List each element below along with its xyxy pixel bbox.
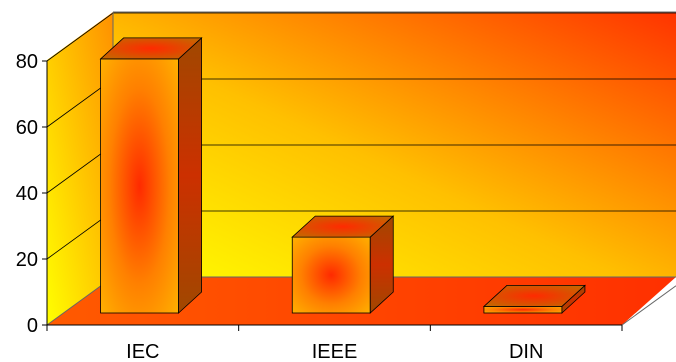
y-tick-label: 80 [16, 51, 38, 73]
bar-top [99, 37, 203, 60]
y-axis-ticks: 0 20 40 60 80 [16, 51, 47, 337]
y-tick-label: 20 [16, 249, 38, 271]
bar [291, 215, 395, 314]
x-category-label: IEEE [312, 341, 358, 362]
bar-front [100, 58, 179, 314]
x-axis-ticks: IEC IEEE DIN [46, 325, 623, 362]
x-category-label: IEC [126, 341, 159, 362]
bar-front [291, 236, 371, 314]
bar-front [483, 305, 563, 314]
bars [99, 36, 586, 314]
bar [482, 284, 586, 314]
bar-side [178, 36, 202, 314]
y-tick-label: 60 [16, 117, 38, 139]
bar-top [291, 215, 395, 238]
floor-right-edge [621, 285, 676, 326]
x-category-label: DIN [509, 341, 543, 362]
bar-top [482, 285, 586, 307]
bar [99, 36, 203, 314]
y-tick-label: 40 [16, 183, 38, 205]
y-tick-label: 0 [27, 315, 38, 337]
